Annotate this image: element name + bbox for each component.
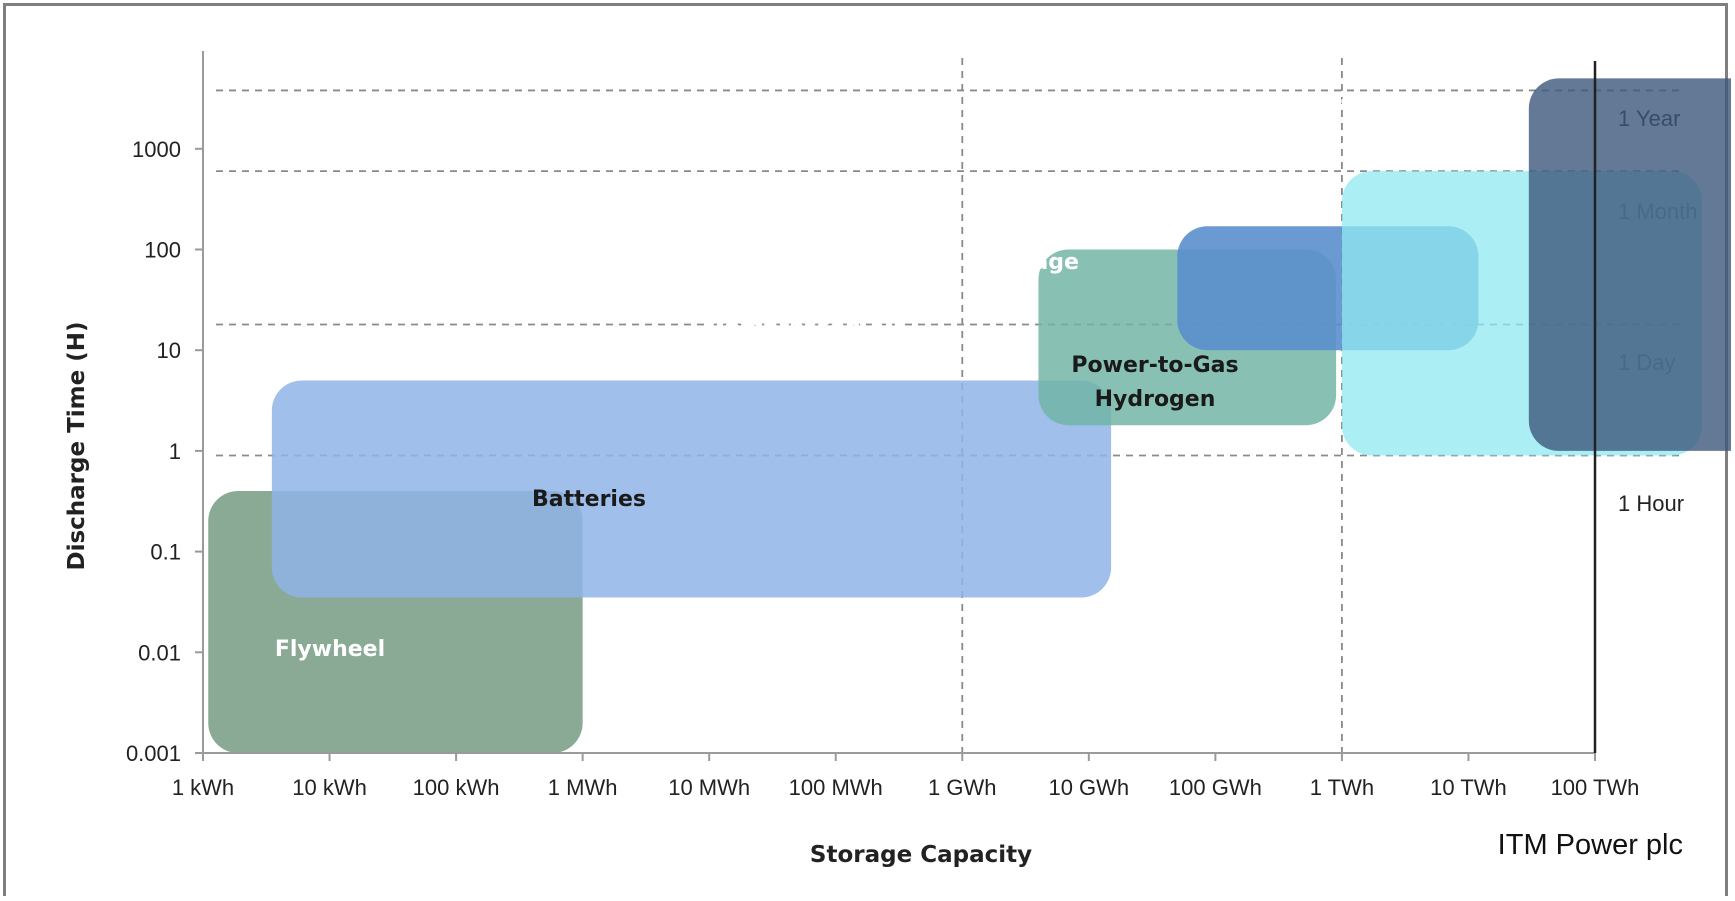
label-pumped-1: Pumped [979,215,1080,240]
label-compressed-air-1: Compressed Air [708,315,904,340]
credit-text: ITM Power plc [1497,829,1683,861]
region-power-to-gas-methane [1528,78,1731,451]
label-p2g-hydrogen-1: Power-to-Gas [1071,353,1238,378]
y-tick-label-4: 10 [157,338,181,363]
axes: 1 kWh 10 kWh 100 kWh 1 MWh 10 MWh 100 MWh 1 GW… [126,51,1639,800]
label-p2g-methane-1: Power-to-Gas [1186,91,1353,116]
x-tick-label-9: 1 TWh [1310,775,1374,800]
region-batteries [271,380,1112,598]
label-pumped-2: Storage [981,250,1079,275]
period-label-0: 1 Hour [1618,491,1684,516]
x-tick-label-8: 100 GWh [1169,775,1262,800]
y-tick-label-2: 0.1 [150,540,181,565]
x-tick-label-1: 10 kWh [292,775,367,800]
x-tick-label-6: 1 GWh [928,775,996,800]
x-tick-label-2: 100 kWh [413,775,500,800]
y-tick-label-5: 100 [144,238,181,263]
x-axis-title: Storage Capacity [810,842,1032,868]
x-tick-label-7: 10 GWh [1048,775,1129,800]
x-tick-label-11: 100 TWh [1551,775,1640,800]
x-tick-label-10: 10 TWh [1430,775,1507,800]
technology-regions [208,78,1731,753]
y-tick-label-3: 1 [169,439,181,464]
y-tick-label-6: 1000 [132,137,181,162]
label-p2g-hydrogen-2: Hydrogen [1095,387,1216,412]
x-tick-label-4: 10 MWh [668,775,750,800]
x-tick-label-3: 1 MWh [548,775,618,800]
label-p2g-methane-2: Methane [1186,126,1294,151]
y-tick-label-1: 0.01 [138,640,181,665]
label-flywheel: Flywheel [275,637,385,662]
region-labels: Flywheel Batteries Compressed Air Storag… [275,91,1353,662]
label-batteries: Batteries [532,487,646,512]
y-axis-title: Discharge Time (H) [64,321,90,570]
x-tick-label-0: 1 kWh [172,775,234,800]
label-compressed-air-2: Storage [757,349,855,374]
x-tick-label-5: 100 MWh [789,775,883,800]
y-tick-label-0: 0.001 [126,741,181,766]
